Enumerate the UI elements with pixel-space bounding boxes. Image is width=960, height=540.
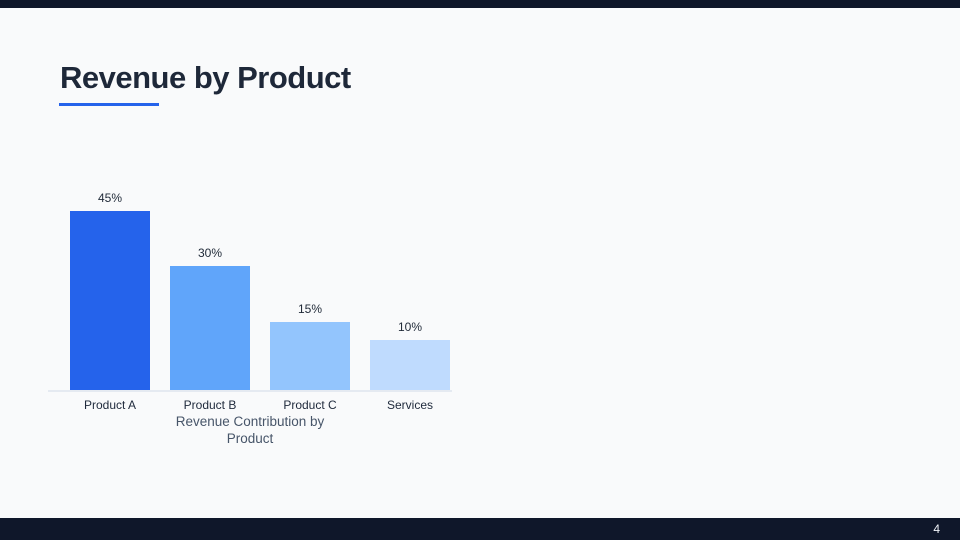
bar-value-label-product-c: 15% [297,302,323,316]
category-label-services: Services [386,398,433,412]
page-number: 4 [933,522,940,536]
category-label-product-b: Product B [183,398,237,412]
title-underline [59,103,159,106]
footer-bar: 4 [0,518,960,540]
bar-group-product-a: 45% [70,191,150,390]
bar-product-b [170,266,250,390]
bar-chart-plot: 45% 30% 15% 10% [48,162,452,392]
bar-group-product-b: 30% [170,246,250,390]
page-title: Revenue by Product [60,60,351,95]
bar-product-c [270,322,350,390]
bar-value-label-product-b: 30% [197,246,223,260]
bar-value-label-product-a: 45% [97,191,123,205]
category-label-product-a: Product A [83,398,137,412]
bar-group-services: 10% [370,320,450,390]
category-label-product-c: Product C [283,398,337,412]
bar-group-product-c: 15% [270,302,350,390]
category-label-row: Product A Product B Product C Services [48,398,452,412]
bar-services [370,340,450,390]
bar-product-a [70,211,150,390]
top-accent-bar [0,0,960,8]
chart-caption-wrap: Revenue Contribution by Product [48,413,452,447]
bar-value-label-services: 10% [397,320,423,334]
chart-caption: Revenue Contribution by Product [175,414,325,446]
